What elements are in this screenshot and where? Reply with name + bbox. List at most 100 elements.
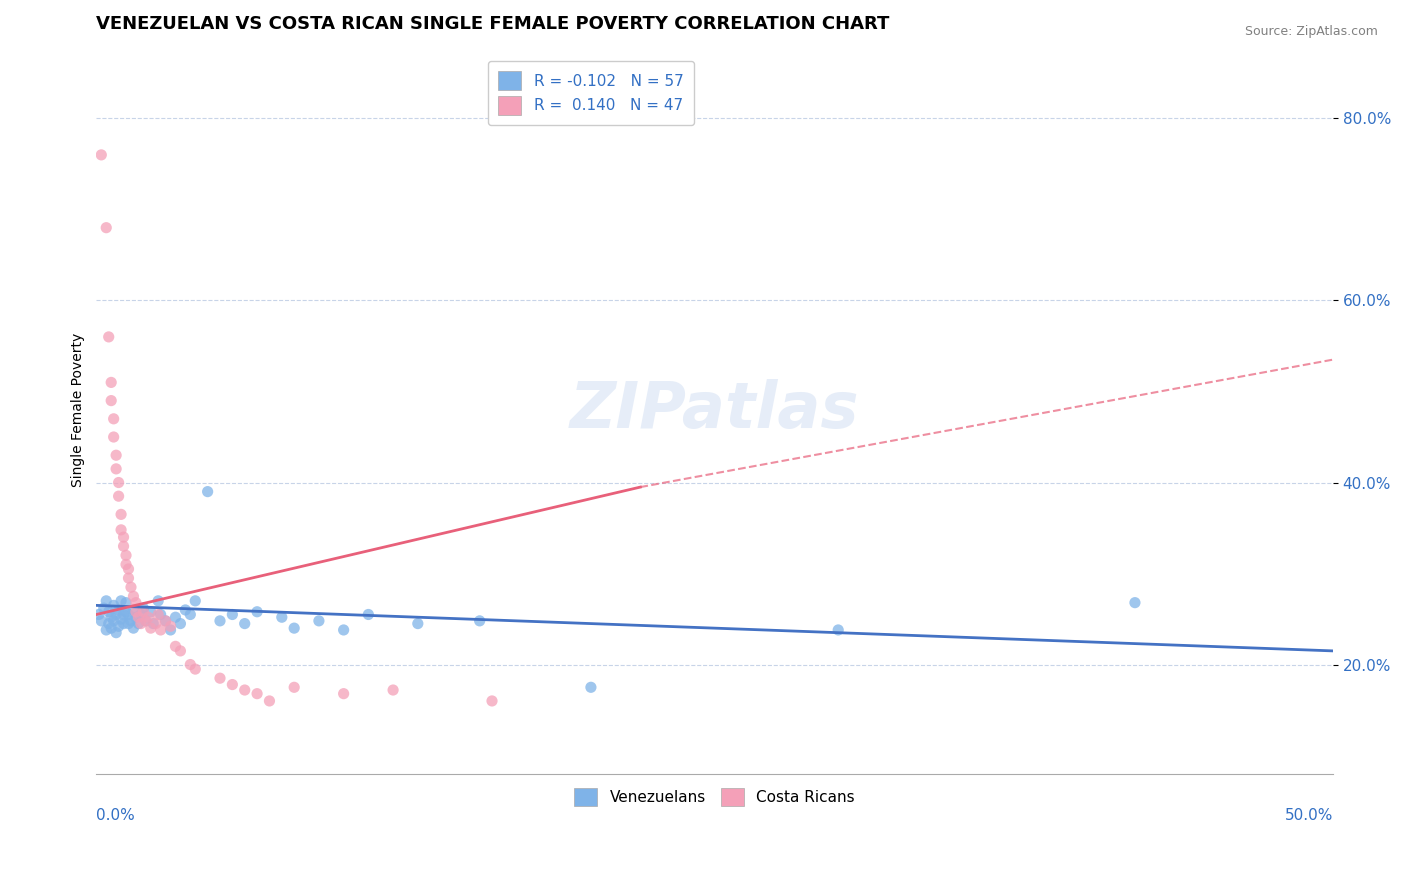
Point [100, 621, 122, 635]
Point [127, 610, 149, 624]
Point [481, 694, 503, 708]
Point [1123, 596, 1146, 610]
Point [97, 330, 120, 344]
Point [96, 594, 118, 608]
Point [221, 677, 243, 691]
Point [165, 640, 187, 654]
Point [117, 571, 139, 585]
Point [332, 687, 354, 701]
Point [184, 594, 207, 608]
Point [233, 683, 256, 698]
Point [100, 393, 122, 408]
Point [97, 616, 120, 631]
Point [357, 607, 380, 622]
Point [129, 616, 152, 631]
Point [221, 607, 243, 622]
Point [122, 621, 145, 635]
Point [208, 671, 231, 685]
Legend: Venezuelans, Costa Ricans: Venezuelans, Costa Ricans [564, 777, 866, 817]
Point [100, 610, 122, 624]
Point [107, 603, 129, 617]
Point [122, 603, 145, 617]
Point [112, 616, 135, 631]
Point [283, 681, 305, 695]
Point [120, 580, 142, 594]
Point [135, 614, 157, 628]
Point [117, 616, 139, 631]
Point [579, 681, 602, 695]
Point [145, 616, 167, 631]
Point [169, 644, 191, 658]
Point [332, 623, 354, 637]
Point [110, 523, 132, 537]
Point [270, 610, 292, 624]
Point [96, 623, 118, 637]
Point [112, 539, 135, 553]
Point [132, 601, 155, 615]
Point [125, 596, 148, 610]
Point [115, 558, 138, 572]
Point [120, 614, 142, 628]
Point [90, 614, 112, 628]
Point [155, 614, 177, 628]
Point [149, 607, 172, 622]
Point [159, 619, 181, 633]
Point [87, 607, 110, 622]
Point [468, 614, 491, 628]
Point [97, 605, 120, 619]
Point [159, 623, 181, 637]
Point [283, 621, 305, 635]
Point [169, 616, 191, 631]
Y-axis label: Single Female Poverty: Single Female Poverty [72, 333, 86, 487]
Point [129, 607, 152, 622]
Text: 0.0%: 0.0% [97, 808, 135, 823]
Text: VENEZUELAN VS COSTA RICAN SINGLE FEMALE POVERTY CORRELATION CHART: VENEZUELAN VS COSTA RICAN SINGLE FEMALE … [97, 15, 890, 33]
Point [103, 430, 125, 444]
Point [406, 616, 429, 631]
Point [146, 594, 169, 608]
Point [174, 603, 197, 617]
Point [179, 657, 201, 672]
Point [103, 614, 125, 628]
Point [115, 605, 138, 619]
Text: ZIPatlas: ZIPatlas [569, 379, 859, 441]
Point [122, 589, 145, 603]
Point [139, 605, 162, 619]
Point [96, 220, 118, 235]
Text: Source: ZipAtlas.com: Source: ZipAtlas.com [1244, 25, 1378, 38]
Point [103, 412, 125, 426]
Point [136, 610, 159, 624]
Point [132, 605, 155, 619]
Point [197, 484, 219, 499]
Point [146, 607, 169, 622]
Point [139, 621, 162, 635]
Point [115, 549, 138, 563]
Point [117, 562, 139, 576]
Point [105, 607, 128, 622]
Point [308, 614, 330, 628]
Point [107, 619, 129, 633]
Point [179, 607, 201, 622]
Point [246, 687, 269, 701]
Point [246, 605, 269, 619]
Point [107, 489, 129, 503]
Point [208, 614, 231, 628]
Point [110, 508, 132, 522]
Point [105, 462, 128, 476]
Point [149, 623, 172, 637]
Point [107, 475, 129, 490]
Point [110, 612, 132, 626]
Point [184, 662, 207, 676]
Point [233, 616, 256, 631]
Point [105, 448, 128, 462]
Point [125, 605, 148, 619]
Point [259, 694, 281, 708]
Point [142, 616, 165, 631]
Point [110, 594, 132, 608]
Point [115, 596, 138, 610]
Point [125, 610, 148, 624]
Point [105, 625, 128, 640]
Point [100, 376, 122, 390]
Point [93, 601, 115, 615]
Point [117, 607, 139, 622]
